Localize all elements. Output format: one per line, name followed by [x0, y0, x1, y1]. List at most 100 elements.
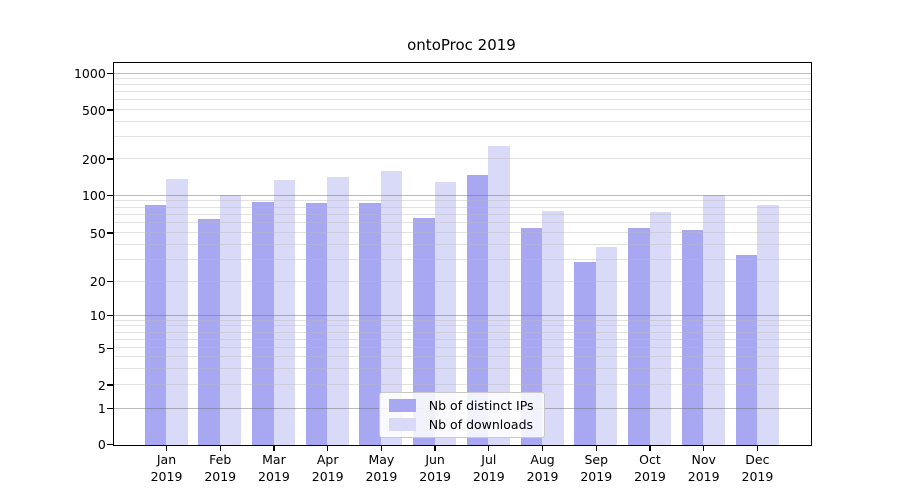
bar-distinct-ips-jan [144, 204, 167, 445]
x-tick-label-jul: Jul 2019 [454, 452, 524, 485]
gridline-minor [113, 158, 811, 160]
y-tick-mark [107, 443, 113, 445]
x-tick-mark [434, 445, 436, 451]
legend-item-distinct-ips: Nb of distinct IPs [388, 398, 545, 414]
y-tick-label: 1 [97, 401, 106, 416]
y-tick-mark [107, 315, 113, 317]
y-tick-label: 200 [81, 151, 106, 167]
x-tick-label-year: 2019 [687, 468, 720, 484]
x-tick-label-year: 2019 [580, 468, 613, 484]
gridline-minor [113, 213, 811, 215]
y-tick-label: 0 [97, 436, 106, 452]
x-tick-label-year: 2019 [311, 468, 344, 484]
y-tick-label: 10 [89, 308, 106, 324]
gridline-major [113, 72, 811, 74]
x-tick-label-month: Sep [584, 452, 609, 467]
y-tick-label: 2 [97, 377, 106, 393]
y-tick-mark [107, 194, 113, 197]
gridline-minor [113, 200, 811, 202]
x-tick-label-month: Oct [639, 452, 661, 467]
x-tick-label-nov: Nov 2019 [669, 452, 739, 485]
bar-downloads-may [380, 171, 403, 445]
x-tick-label-month: Mar [262, 452, 286, 467]
x-tick-mark [756, 445, 759, 451]
gridline-minor [113, 331, 811, 333]
legend-box: Nb of distinct IPs Nb of downloads [378, 391, 546, 439]
x-tick-label-mar: Mar 2019 [239, 452, 309, 485]
gridline-minor [113, 121, 811, 123]
gridline-minor [113, 206, 811, 208]
x-tick-label-jun: Jun 2019 [400, 452, 470, 485]
gridline-minor [113, 232, 811, 234]
bar-distinct-ips-apr [305, 202, 328, 445]
bar-distinct-ips-jul [466, 174, 489, 445]
gridline-minor [113, 109, 811, 111]
y-tick-label: 100 [81, 188, 106, 203]
y-tick-mark [107, 109, 113, 111]
x-tick-mark [273, 445, 275, 451]
legend-swatch-downloads-icon [388, 418, 416, 432]
bar-downloads-dec [757, 204, 779, 445]
gridline-minor [113, 78, 811, 80]
gridline-minor [113, 222, 811, 224]
y-tick-mark [107, 280, 113, 283]
x-tick-label-year: 2019 [419, 468, 451, 484]
gridline-minor [113, 84, 811, 86]
bar-downloads-nov [703, 195, 725, 445]
y-tick-mark [107, 407, 113, 410]
x-tick-label-month: Apr [316, 452, 339, 467]
y-tick-label: 500 [81, 102, 106, 118]
x-tick-mark [649, 445, 651, 451]
y-tick-label: 20 [89, 274, 106, 289]
legend-swatch-distinct-ips-icon [388, 399, 416, 413]
gridline-minor [113, 338, 811, 340]
legend-item-downloads: Nb of downloads [388, 417, 545, 432]
bar-distinct-ips-feb [198, 219, 220, 445]
x-tick-label-month: Aug [530, 452, 555, 467]
x-tick-mark [703, 445, 705, 451]
bar-distinct-ips-sep [574, 262, 596, 445]
legend-label-distinct-ips: Nb of distinct IPs [428, 398, 534, 414]
bar-downloads-mar [273, 180, 296, 445]
x-tick-label-aug: Aug 2019 [508, 452, 578, 485]
bar-downloads-jan [166, 179, 188, 445]
x-tick-label-apr: Apr 2019 [293, 452, 363, 485]
plot-area [112, 62, 812, 446]
bar-downloads-jul [488, 145, 510, 445]
x-tick-label-year: 2019 [365, 468, 398, 484]
bar-downloads-jun [434, 182, 457, 445]
x-tick-mark [595, 445, 597, 451]
x-tick-mark [165, 445, 168, 451]
x-tick-label-oct: Oct 2019 [615, 452, 685, 485]
y-tick-label: 1000 [73, 66, 106, 81]
y-tick-label: 5 [97, 340, 106, 356]
x-tick-mark [219, 445, 221, 451]
gridline-minor [113, 280, 811, 282]
y-tick-mark [107, 232, 113, 234]
gridline-minor [113, 347, 811, 349]
x-tick-mark [488, 445, 490, 451]
gridline-major [113, 314, 811, 316]
bar-downloads-apr [327, 176, 349, 445]
x-tick-label-month: Dec [745, 452, 770, 467]
x-tick-label-year: 2019 [741, 468, 774, 484]
gridline-minor [113, 384, 811, 386]
bar-distinct-ips-oct [628, 228, 650, 445]
gridline-minor [113, 259, 811, 261]
y-tick-mark [107, 347, 113, 349]
y-tick-label: 50 [89, 225, 106, 241]
x-tick-label-month: Jan [156, 452, 177, 467]
x-tick-label-dec: Dec 2019 [722, 452, 792, 485]
x-tick-label-year: 2019 [472, 468, 505, 484]
chart-title: ontoProc 2019 [407, 36, 516, 54]
x-tick-label-jan: Jan 2019 [132, 452, 202, 485]
x-tick-label-month: May [368, 452, 395, 467]
x-tick-label-year: 2019 [526, 468, 559, 484]
gridline-major [113, 194, 811, 196]
x-tick-label-year: 2019 [150, 468, 183, 484]
bar-distinct-ips-aug [520, 228, 543, 445]
bar-downloads-aug [542, 210, 564, 445]
x-tick-label-feb: Feb 2019 [185, 452, 255, 485]
y-tick-mark [107, 72, 113, 75]
